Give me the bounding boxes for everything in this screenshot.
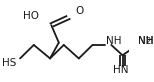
Text: O: O	[75, 6, 83, 16]
Text: HS: HS	[2, 58, 16, 68]
Text: 2: 2	[146, 36, 151, 46]
Text: NH: NH	[138, 36, 153, 46]
Text: NH: NH	[106, 36, 122, 46]
Text: HN: HN	[113, 65, 128, 75]
Text: HO: HO	[23, 11, 39, 21]
Text: NH: NH	[138, 36, 153, 46]
